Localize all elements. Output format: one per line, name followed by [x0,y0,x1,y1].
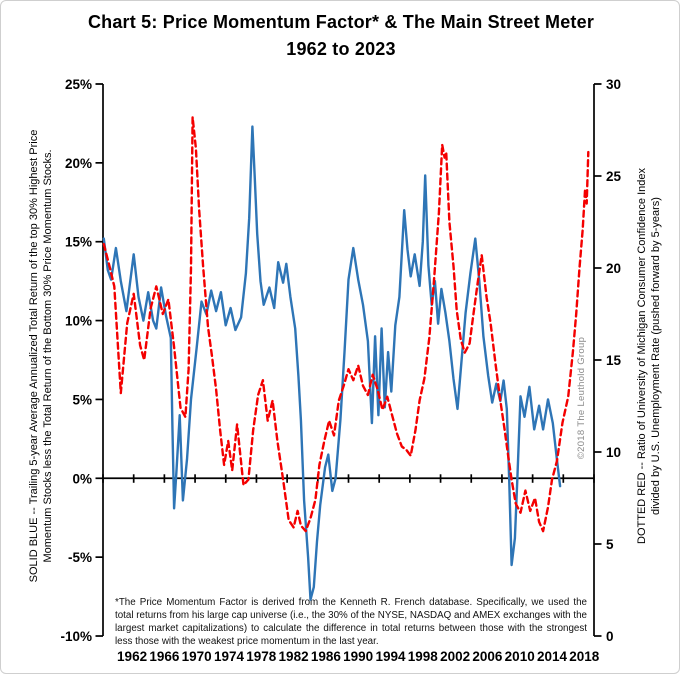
left-axis-tick-label: 15% [65,235,92,250]
right-axis-tick-label: 30 [606,77,621,92]
x-axis-year-label: 1966 [149,649,180,664]
x-axis-year-label: 2006 [472,649,503,664]
x-axis-year-label: 1998 [408,649,439,664]
right-axis-tick-label: 10 [606,445,621,460]
x-axis-year-label: 1962 [117,649,147,664]
red-main-street-series [102,115,590,533]
footnote-text: *The Price Momentum Factor is derived fr… [115,597,587,647]
right-axis-tick-label: 25 [606,169,622,184]
chart-title-line2: 1962 to 2023 [286,39,396,59]
left-axis-tick-label: 10% [65,314,92,329]
x-axis-year-label: 1974 [214,649,245,664]
blue-momentum-series [102,125,562,601]
left-axis-tick-label: 0% [72,471,92,486]
x-axis-year-label: 1994 [375,649,406,664]
chart-title-line1: Chart 5: Price Momentum Factor* & The Ma… [87,12,595,32]
x-axis-year-label: 2010 [505,649,535,664]
right-axis-tick-label: 0 [606,629,614,644]
x-axis-year-label: 1990 [343,649,373,664]
x-axis-year-label: 1982 [279,649,309,664]
x-axis-year-label: 2014 [537,649,568,664]
left-axis-tick-label: 5% [72,392,92,407]
right-axis-tick-label: 15 [606,353,622,368]
right-axis-tick-label: 5 [606,537,614,552]
x-axis-year-label: 1970 [182,649,212,664]
left-axis-tick-label: 25% [65,77,92,92]
x-axis-year-label: 1978 [246,649,277,664]
left-axis-tick-label: 20% [65,156,92,171]
left-axis-tick-label: -10% [60,629,92,644]
x-axis-year-label: 1986 [311,649,342,664]
left-axis-tick-label: -5% [68,550,92,565]
x-axis-year-label: 2018 [569,649,600,664]
x-axis-year-label: 2002 [440,649,470,664]
right-axis-tick-label: 20 [606,261,621,276]
chart-title: Chart 5: Price Momentum Factor* & The Ma… [1,9,679,63]
